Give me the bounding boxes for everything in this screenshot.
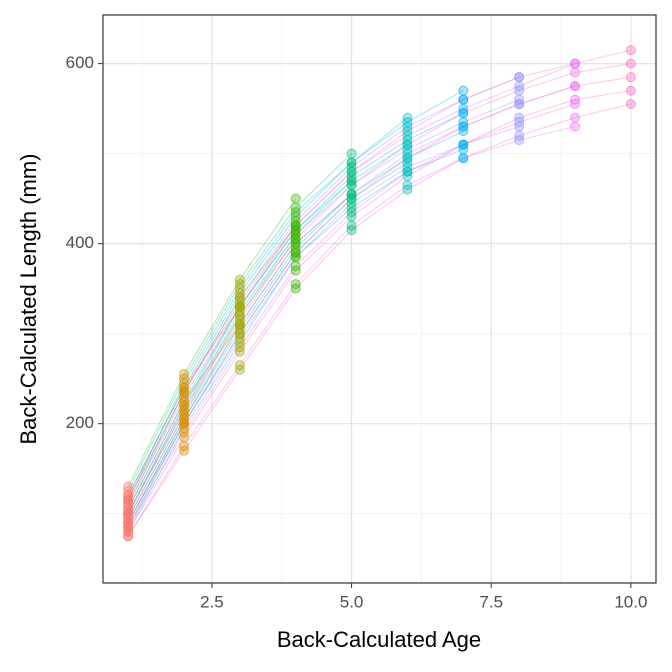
point: [123, 517, 134, 528]
point: [234, 297, 245, 308]
panel-border: [102, 14, 657, 584]
series-line: [127, 49, 631, 501]
point: [346, 225, 357, 236]
point: [458, 85, 469, 96]
point: [346, 211, 357, 222]
y-tick-label: 600: [66, 53, 94, 72]
series-line: [127, 103, 631, 537]
point: [402, 184, 413, 195]
x-tick-label: 10.0: [614, 592, 647, 611]
point: [514, 112, 525, 123]
point: [346, 180, 357, 191]
point: [570, 121, 581, 132]
x-tick-label: 7.5: [479, 592, 503, 611]
series-line: [127, 130, 464, 523]
point: [123, 531, 134, 542]
x-tick-label: 2.5: [200, 592, 224, 611]
series-line: [127, 99, 520, 514]
point: [178, 432, 189, 443]
series-line: [127, 162, 408, 528]
point: [402, 153, 413, 164]
point: [290, 283, 301, 294]
y-tick-label: 400: [66, 233, 94, 252]
point: [625, 85, 636, 96]
point: [178, 405, 189, 416]
point: [514, 85, 525, 96]
point: [123, 495, 134, 506]
point: [402, 126, 413, 137]
point: [290, 220, 301, 231]
point: [290, 265, 301, 276]
point: [290, 193, 301, 204]
x-axis-title: Back-Calculated Age: [277, 627, 481, 652]
point: [346, 166, 357, 177]
point: [178, 418, 189, 429]
point: [570, 112, 581, 123]
point: [123, 508, 134, 519]
point: [234, 346, 245, 357]
point: [458, 139, 469, 150]
point: [625, 45, 636, 56]
series-line: [127, 76, 631, 523]
point: [458, 108, 469, 119]
point: [402, 139, 413, 150]
point: [178, 445, 189, 456]
point: [346, 193, 357, 204]
point: [458, 94, 469, 105]
point: [625, 58, 636, 69]
point: [625, 72, 636, 83]
y-tick-label: 200: [66, 413, 94, 432]
series-line: [127, 76, 520, 501]
point: [514, 72, 525, 83]
point: [570, 58, 581, 69]
y-axis-title: Back-Calculated Length (mm): [16, 153, 41, 444]
point: [234, 315, 245, 326]
point: [234, 364, 245, 375]
point: [570, 94, 581, 105]
point: [402, 171, 413, 182]
series-line: [127, 144, 408, 514]
series-line: [127, 238, 297, 519]
point: [290, 247, 301, 258]
point: [514, 130, 525, 141]
point: [346, 148, 357, 159]
point: [570, 67, 581, 78]
point: [234, 328, 245, 339]
series-line: [127, 198, 297, 487]
point: [514, 99, 525, 110]
point: [458, 153, 469, 164]
series-line: [127, 225, 297, 505]
series-line: [127, 63, 631, 514]
series-line: [127, 90, 631, 532]
series-line: [127, 126, 520, 528]
point: [458, 121, 469, 132]
point: [570, 81, 581, 92]
point: [290, 234, 301, 245]
point: [178, 387, 189, 398]
point: [625, 99, 636, 110]
series-line: [127, 117, 408, 501]
x-tick-label: 5.0: [340, 592, 364, 611]
